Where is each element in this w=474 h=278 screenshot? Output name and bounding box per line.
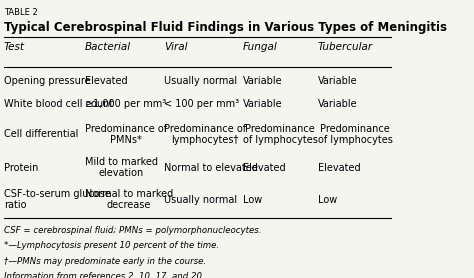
Text: Cell differential: Cell differential — [4, 130, 78, 140]
Text: Elevated: Elevated — [85, 76, 128, 86]
Text: CSF-to-serum glucose
ratio: CSF-to-serum glucose ratio — [4, 189, 111, 210]
Text: Mild to marked
elevation: Mild to marked elevation — [85, 157, 158, 178]
Text: CSF = cerebrospinal fluid; PMNs = polymorphonucleocytes.: CSF = cerebrospinal fluid; PMNs = polymo… — [4, 225, 262, 235]
Text: Variable: Variable — [243, 76, 283, 86]
Text: Protein: Protein — [4, 163, 38, 173]
Text: Normal to marked
decrease: Normal to marked decrease — [85, 189, 173, 210]
Text: Viral: Viral — [164, 42, 187, 52]
Text: Variable: Variable — [243, 99, 283, 109]
Text: < 100 per mm³: < 100 per mm³ — [164, 99, 239, 109]
Text: Fungal: Fungal — [243, 42, 277, 52]
Text: ≥1,000 per mm³: ≥1,000 per mm³ — [85, 99, 166, 109]
Text: Predominance
of lymphocytes: Predominance of lymphocytes — [243, 124, 318, 145]
Text: White blood cell count: White blood cell count — [4, 99, 113, 109]
Text: Opening pressure: Opening pressure — [4, 76, 91, 86]
Text: Predominance
of lymphocytes: Predominance of lymphocytes — [318, 124, 392, 145]
Text: Usually normal: Usually normal — [164, 76, 237, 86]
Text: †—PMNs may predominate early in the course.: †—PMNs may predominate early in the cour… — [4, 257, 206, 265]
Text: Low: Low — [243, 195, 262, 205]
Text: Bacterial: Bacterial — [85, 42, 131, 52]
Text: Low: Low — [318, 195, 337, 205]
Text: Typical Cerebrospinal Fluid Findings in Various Types of Meningitis: Typical Cerebrospinal Fluid Findings in … — [4, 21, 447, 34]
Text: Information from references 2, 10, 17, and 20.: Information from references 2, 10, 17, a… — [4, 272, 205, 278]
Text: Variable: Variable — [318, 99, 357, 109]
Text: Elevated: Elevated — [318, 163, 360, 173]
Text: Usually normal: Usually normal — [164, 195, 237, 205]
Text: Normal to elevated: Normal to elevated — [164, 163, 258, 173]
Text: Test: Test — [4, 42, 25, 52]
Text: Tubercular: Tubercular — [318, 42, 373, 52]
Text: Variable: Variable — [318, 76, 357, 86]
Text: Elevated: Elevated — [243, 163, 285, 173]
Text: Predominance of
PMNs*: Predominance of PMNs* — [85, 124, 167, 145]
Text: TABLE 2: TABLE 2 — [4, 8, 38, 16]
Text: Predominance of
lymphocytes†: Predominance of lymphocytes† — [164, 124, 246, 145]
Text: *—Lymphocytosis present 10 percent of the time.: *—Lymphocytosis present 10 percent of th… — [4, 241, 219, 250]
